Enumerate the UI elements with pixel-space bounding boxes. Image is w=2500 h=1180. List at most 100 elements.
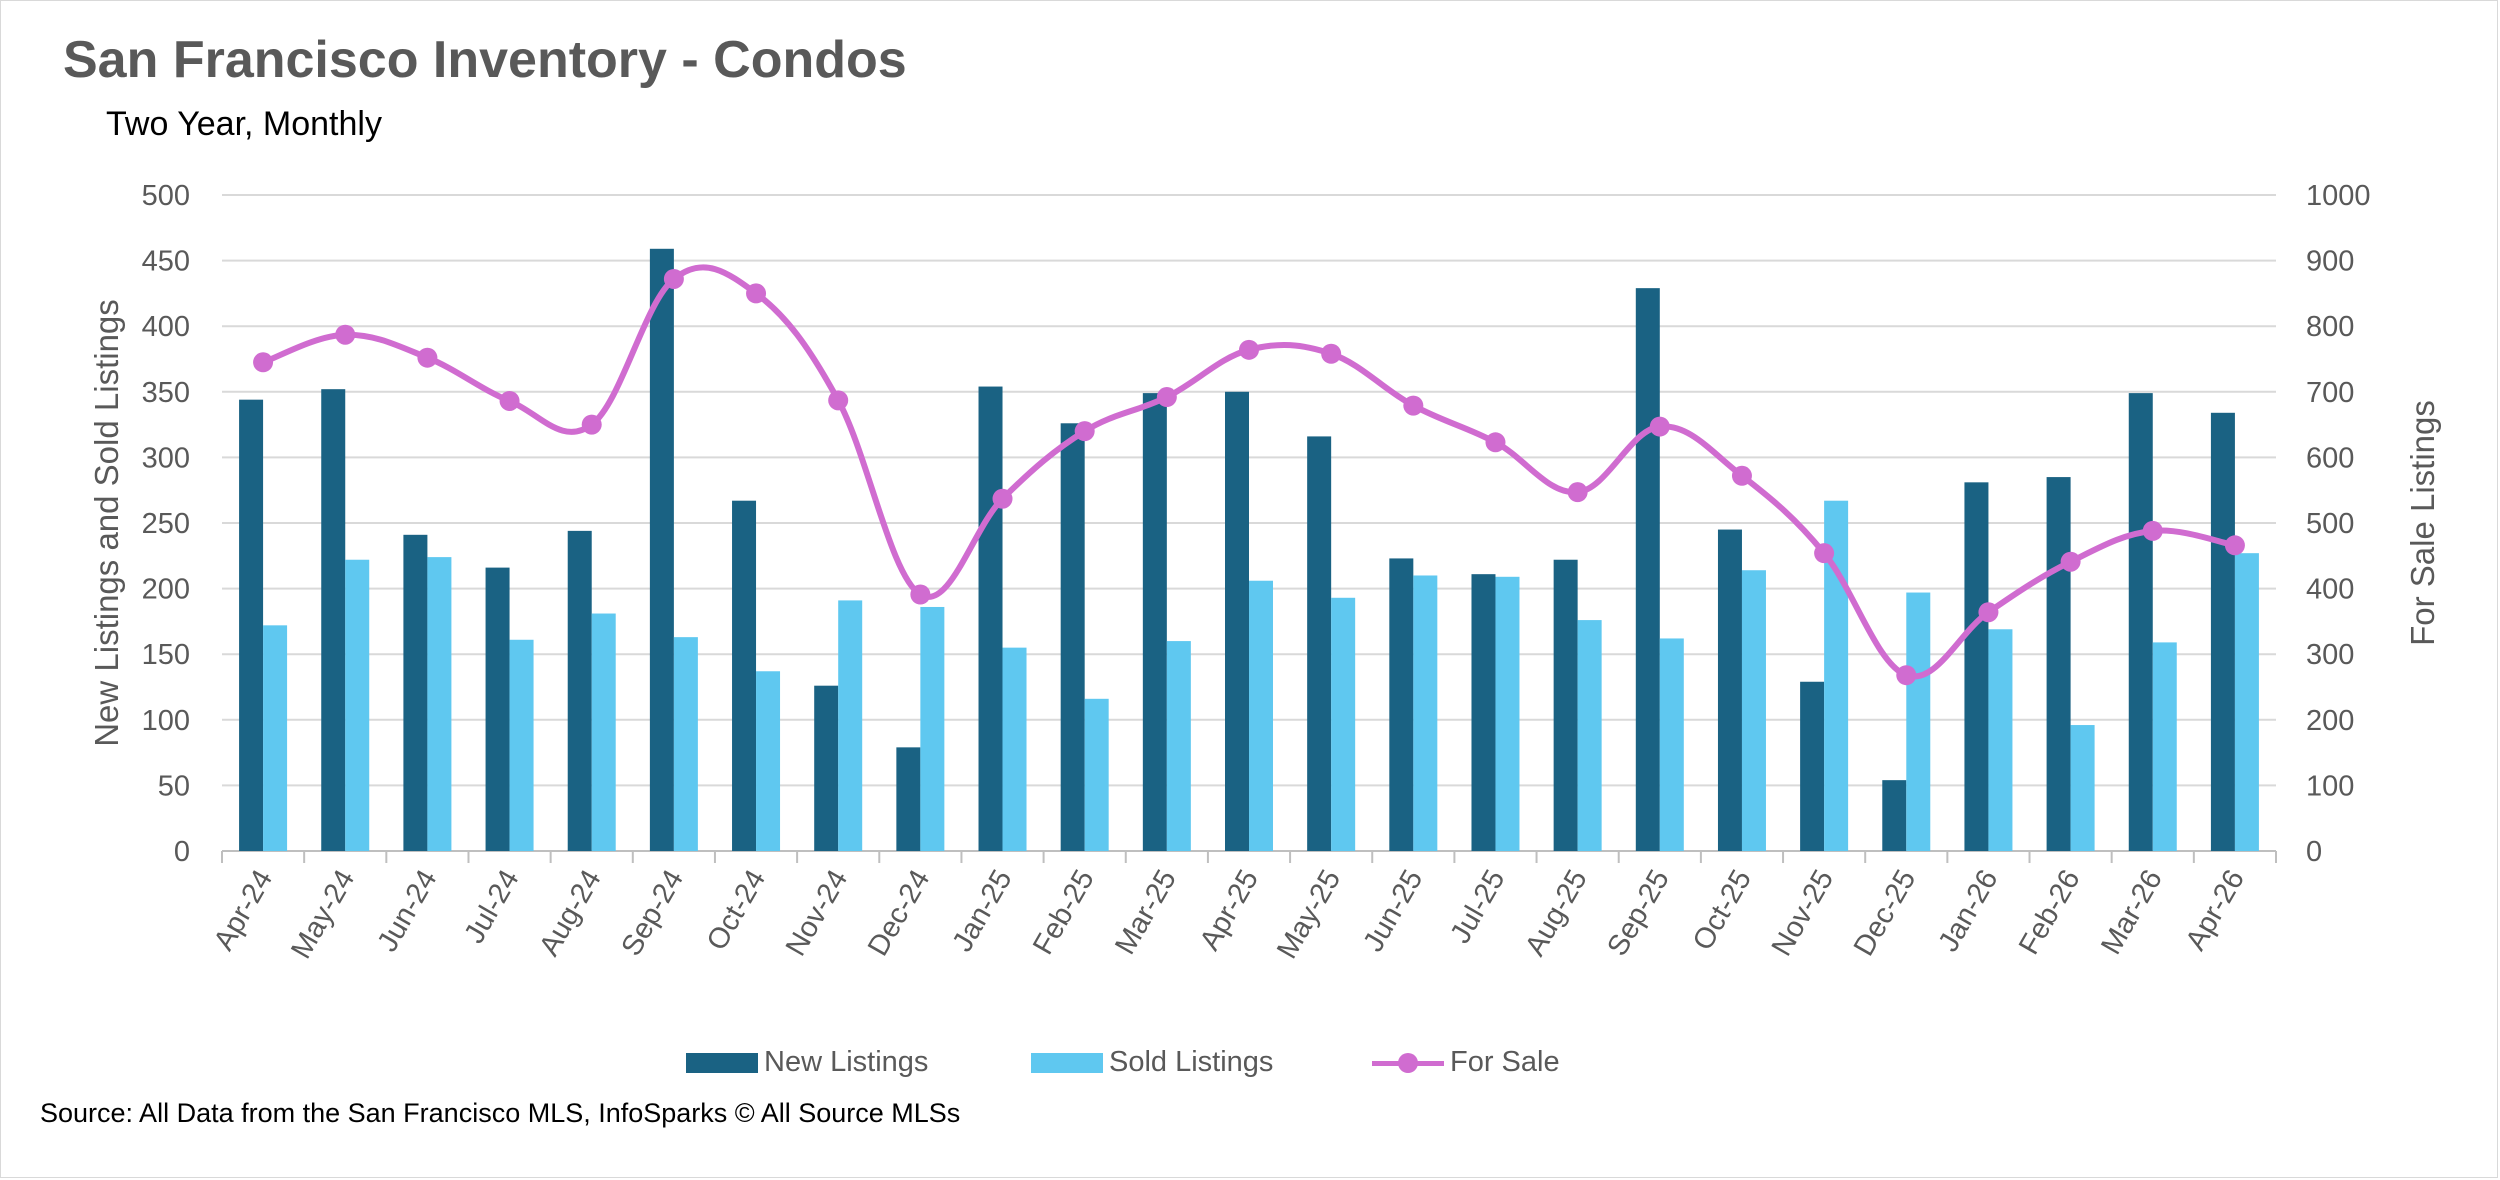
bar-sold-listings xyxy=(1495,576,1520,851)
y-right-tick-label: 800 xyxy=(2306,311,2354,343)
y-right-tick-label: 500 xyxy=(2306,508,2354,540)
point-for-sale xyxy=(581,414,602,435)
point-for-sale xyxy=(253,352,274,373)
bar-new-listings xyxy=(1142,393,1167,851)
chart-plot: 0 50 100 150 200 250 300 350 400 450 500 0 100 200 300… xyxy=(88,180,2441,964)
point-for-sale xyxy=(1156,387,1177,408)
point-for-sale xyxy=(2224,535,2245,556)
bar-new-listings xyxy=(1553,559,1578,851)
bar-new-listings xyxy=(2046,477,2071,851)
y-right-tick-label: 1000 xyxy=(2306,180,2371,212)
legend-label-sold-listings: Sold Listings xyxy=(1109,1046,1274,1078)
point-for-sale xyxy=(1567,482,1588,503)
x-tick-label: Jan-25 xyxy=(947,865,1019,958)
bar-new-listings xyxy=(1060,423,1085,851)
x-tick-label: Jul-25 xyxy=(1444,865,1511,949)
point-for-sale xyxy=(1239,339,1259,360)
bar-sold-listings xyxy=(920,606,945,851)
y-right-tick-label: 600 xyxy=(2306,442,2354,474)
bar-sold-listings xyxy=(427,557,452,851)
point-for-sale xyxy=(499,390,520,411)
point-for-sale xyxy=(2142,520,2163,541)
y-left-tick-label: 400 xyxy=(142,311,190,343)
point-for-sale xyxy=(1731,465,1752,486)
bar-new-listings xyxy=(2128,393,2153,851)
bar-sold-listings xyxy=(509,639,534,851)
bar-sold-listings xyxy=(1166,641,1191,851)
point-for-sale xyxy=(992,488,1013,509)
point-for-sale xyxy=(746,283,767,304)
point-for-sale xyxy=(910,584,931,605)
y-left-tick-label: 300 xyxy=(142,442,190,474)
legend: New Listings Sold Listings For Sale xyxy=(0,1046,2500,1082)
point-for-sale xyxy=(1978,602,1999,623)
y-right-tick-label: 400 xyxy=(2306,574,2354,606)
y-left-tick-label: 100 xyxy=(142,705,190,737)
legend-item-sold-listings: Sold Listings xyxy=(1031,1046,1273,1079)
point-for-sale xyxy=(2060,551,2081,572)
bar-new-listings xyxy=(814,685,839,851)
bar-new-listings xyxy=(1307,436,1332,851)
x-tick-label: Nov-24 xyxy=(780,865,854,962)
chart-subtitle: Two Year, Monthly xyxy=(106,105,382,143)
x-tick-label: Dec-25 xyxy=(1848,865,1922,962)
bar-sold-listings xyxy=(1741,570,1766,851)
bar-new-listings xyxy=(1717,529,1742,851)
bar-new-listings xyxy=(649,248,674,852)
x-tick-label: Apr-24 xyxy=(208,865,279,956)
y-left-tick-label: 450 xyxy=(142,246,190,278)
bar-new-listings xyxy=(1800,681,1825,851)
bar-sold-listings xyxy=(1988,629,2013,851)
y-left-tick-label: 0 xyxy=(174,836,190,868)
legend-item-for-sale: For Sale xyxy=(1372,1046,1560,1079)
y-left-tick-label: 500 xyxy=(142,180,190,212)
bar-new-listings xyxy=(1389,558,1414,851)
bar-sold-listings xyxy=(2234,553,2259,851)
point-for-sale xyxy=(1321,343,1342,364)
bar-new-listings xyxy=(1471,574,1496,851)
bar-sold-listings xyxy=(1906,592,1931,851)
source-note: Source: All Data from the San Francisco … xyxy=(40,1098,961,1128)
bar-new-listings xyxy=(239,399,264,851)
x-tick-label: Nov-25 xyxy=(1766,865,1840,962)
bar-sold-listings xyxy=(263,625,288,851)
x-tick-label: Aug-25 xyxy=(1519,865,1593,962)
x-tick-label: Dec-24 xyxy=(862,865,936,962)
legend-label-for-sale: For Sale xyxy=(1450,1046,1560,1078)
x-tick-label: Oct-24 xyxy=(701,865,772,956)
x-tick-label: Mar-26 xyxy=(2095,865,2169,961)
point-for-sale xyxy=(1074,421,1095,442)
x-tick-label: Oct-25 xyxy=(1687,865,1758,956)
line-for-sale xyxy=(262,264,2236,680)
point-for-sale xyxy=(1403,395,1424,416)
legend-item-new-listings: New Listings xyxy=(686,1046,928,1079)
bar-new-listings xyxy=(485,567,510,851)
bar-new-listings xyxy=(2210,412,2235,851)
bar-sold-listings xyxy=(2152,642,2177,851)
x-tick-label: Apr-26 xyxy=(2180,865,2251,956)
bar-sold-listings xyxy=(1577,620,1602,851)
bar-sold-listings xyxy=(1659,638,1684,851)
y-right-tick-label: 300 xyxy=(2306,639,2354,671)
bar-new-listings xyxy=(732,500,757,851)
bar-new-listings xyxy=(567,530,592,851)
y-right-tick-label: 900 xyxy=(2306,246,2354,278)
x-tick-label: Feb-25 xyxy=(1027,865,1101,961)
point-for-sale xyxy=(1814,543,1835,564)
y-right-tick-label: 0 xyxy=(2306,836,2322,868)
y-right-tick-label: 700 xyxy=(2306,377,2354,409)
x-tick-label: Aug-24 xyxy=(533,865,607,962)
x-tick-label: Mar-25 xyxy=(1109,865,1183,961)
point-for-sale xyxy=(663,268,684,289)
x-tick-label: Sep-25 xyxy=(1601,865,1675,962)
x-tick-label: Apr-25 xyxy=(1194,865,1265,956)
bar-new-listings xyxy=(1225,391,1249,851)
x-tick-label: Jul-24 xyxy=(458,865,525,949)
point-for-sale xyxy=(1485,432,1506,453)
y-left-tick-label: 250 xyxy=(142,508,190,540)
y-left-tick-label: 150 xyxy=(142,639,190,671)
y-left-tick-label: 350 xyxy=(142,377,190,409)
y-left-tick-label: 50 xyxy=(158,770,190,802)
bar-sold-listings xyxy=(756,671,781,851)
